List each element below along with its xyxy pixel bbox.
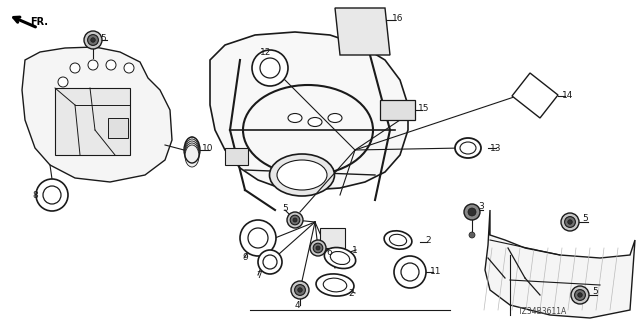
- Circle shape: [298, 288, 302, 292]
- Text: 1: 1: [352, 245, 358, 254]
- Ellipse shape: [324, 247, 356, 268]
- Polygon shape: [108, 118, 128, 138]
- Polygon shape: [320, 228, 345, 248]
- Circle shape: [469, 232, 475, 238]
- Circle shape: [294, 284, 305, 295]
- Circle shape: [310, 240, 326, 256]
- Text: 16: 16: [392, 13, 403, 22]
- Ellipse shape: [384, 231, 412, 249]
- Circle shape: [571, 286, 589, 304]
- Text: 5: 5: [582, 213, 588, 222]
- Ellipse shape: [316, 274, 354, 296]
- Polygon shape: [225, 148, 248, 165]
- Text: 15: 15: [418, 103, 429, 113]
- Circle shape: [260, 58, 280, 78]
- Polygon shape: [380, 100, 415, 120]
- Ellipse shape: [185, 143, 199, 165]
- Text: TZ34B3611A: TZ34B3611A: [518, 308, 567, 316]
- Circle shape: [91, 38, 95, 42]
- Circle shape: [88, 60, 98, 70]
- Text: 6: 6: [326, 247, 332, 257]
- Ellipse shape: [288, 114, 302, 123]
- Text: 9: 9: [242, 253, 248, 262]
- Circle shape: [36, 179, 68, 211]
- Polygon shape: [55, 88, 130, 155]
- Polygon shape: [512, 73, 558, 118]
- Ellipse shape: [330, 252, 349, 265]
- Text: 3: 3: [478, 202, 484, 211]
- Circle shape: [291, 281, 309, 299]
- Text: 8: 8: [32, 190, 38, 199]
- Text: 5: 5: [592, 287, 598, 297]
- Circle shape: [252, 50, 288, 86]
- Ellipse shape: [277, 160, 327, 190]
- Text: 14: 14: [562, 91, 573, 100]
- Circle shape: [70, 63, 80, 73]
- Ellipse shape: [460, 142, 476, 154]
- Text: 12: 12: [260, 47, 271, 57]
- Text: 10: 10: [202, 143, 214, 153]
- Ellipse shape: [185, 139, 199, 161]
- Circle shape: [290, 215, 300, 225]
- Ellipse shape: [328, 114, 342, 123]
- Circle shape: [58, 77, 68, 87]
- Circle shape: [401, 263, 419, 281]
- Polygon shape: [335, 8, 390, 55]
- Text: 4: 4: [295, 300, 301, 309]
- Circle shape: [313, 243, 323, 253]
- Ellipse shape: [185, 145, 199, 167]
- Circle shape: [248, 228, 268, 248]
- Circle shape: [88, 35, 99, 45]
- Circle shape: [106, 60, 116, 70]
- Circle shape: [287, 212, 303, 228]
- Polygon shape: [210, 32, 408, 190]
- Circle shape: [394, 256, 426, 288]
- Circle shape: [568, 220, 572, 224]
- Circle shape: [564, 217, 575, 228]
- Polygon shape: [485, 210, 635, 318]
- Circle shape: [84, 31, 102, 49]
- Circle shape: [468, 208, 476, 216]
- Text: FR.: FR.: [30, 17, 48, 27]
- Circle shape: [263, 255, 277, 269]
- Text: 11: 11: [430, 268, 442, 276]
- Text: 5: 5: [100, 34, 106, 43]
- Circle shape: [124, 63, 134, 73]
- Circle shape: [578, 293, 582, 297]
- Circle shape: [240, 220, 276, 256]
- Ellipse shape: [185, 141, 199, 163]
- Text: 5: 5: [282, 204, 288, 212]
- Circle shape: [316, 246, 320, 250]
- Ellipse shape: [269, 154, 335, 196]
- Circle shape: [293, 218, 297, 222]
- Text: 2: 2: [348, 289, 354, 298]
- Text: 13: 13: [490, 143, 502, 153]
- Ellipse shape: [185, 137, 199, 159]
- Text: 2: 2: [425, 236, 431, 244]
- Circle shape: [464, 204, 480, 220]
- Circle shape: [575, 290, 586, 300]
- Ellipse shape: [308, 117, 322, 126]
- Circle shape: [561, 213, 579, 231]
- Polygon shape: [22, 47, 172, 182]
- Ellipse shape: [455, 138, 481, 158]
- Ellipse shape: [389, 234, 406, 246]
- Circle shape: [43, 186, 61, 204]
- Text: 7: 7: [256, 270, 262, 279]
- Circle shape: [258, 250, 282, 274]
- Ellipse shape: [323, 278, 347, 292]
